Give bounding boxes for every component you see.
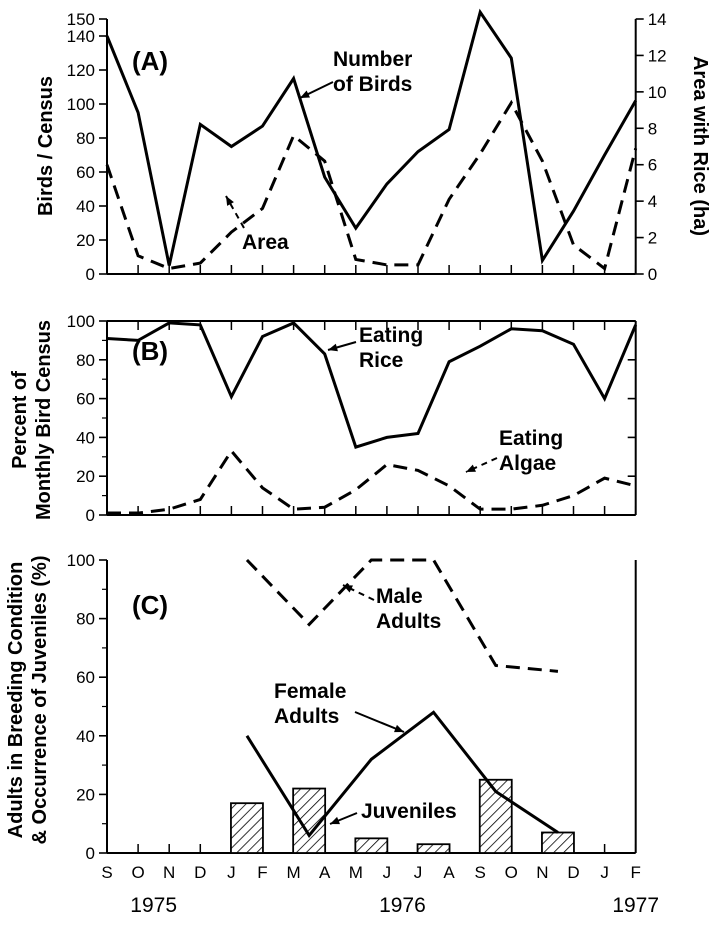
panel-2-ytick-label: 100 bbox=[67, 551, 95, 570]
month-label: S bbox=[475, 863, 486, 882]
panel-a-right-ytick-label: 2 bbox=[648, 229, 657, 248]
juveniles-bar bbox=[541, 831, 575, 854]
female-adults-label-1: Female bbox=[274, 680, 346, 703]
female-adults-arrow-head bbox=[394, 724, 404, 733]
eating-algae-label-1: Eating bbox=[499, 427, 563, 450]
month-label: J bbox=[600, 863, 609, 882]
panel-0-ytick-label: 60 bbox=[76, 163, 95, 182]
juveniles-bar bbox=[354, 837, 389, 854]
month-label: F bbox=[257, 863, 267, 882]
series-area bbox=[105, 99, 638, 272]
month-label: D bbox=[567, 863, 579, 882]
panel-b-ylabel-line: Monthly Bird Census bbox=[33, 320, 55, 520]
eating-rice-arrow-head bbox=[328, 343, 338, 352]
month-label: N bbox=[163, 863, 175, 882]
month-label: A bbox=[443, 863, 455, 882]
juveniles-arrow-head bbox=[330, 816, 340, 825]
number-of-birds-arrow-head bbox=[300, 90, 310, 98]
panel-c-label: (C) bbox=[132, 590, 168, 620]
panel-a-label: (A) bbox=[132, 46, 168, 76]
eating-rice-label-1: Eating bbox=[359, 324, 423, 347]
panel-2-ytick-label: 80 bbox=[76, 610, 95, 629]
panel-0-ytick-label: 150 bbox=[67, 10, 95, 29]
panel-1-ytick-label: 0 bbox=[86, 506, 95, 525]
panel-0-ytick-label: 80 bbox=[76, 129, 95, 148]
panel-1-ytick-label: 100 bbox=[67, 312, 95, 331]
panel-2-ytick-label: 40 bbox=[76, 727, 95, 746]
panel-a-right-ytick-label: 6 bbox=[648, 156, 657, 175]
panel-0-ytick-label: 20 bbox=[76, 231, 95, 250]
month-label: M bbox=[287, 863, 301, 882]
panel-2-ytick-label: 0 bbox=[86, 844, 95, 863]
male-adults-label-1: Male bbox=[376, 585, 423, 608]
eating-algae-label-2: Algae bbox=[499, 452, 556, 475]
male-adults-arrow-head bbox=[343, 585, 353, 593]
month-label: O bbox=[131, 863, 144, 882]
panel-b-ylabel-line: Percent of bbox=[9, 371, 31, 469]
number-of-birds-label-1: Number bbox=[333, 48, 412, 71]
year-label: 1975 bbox=[130, 894, 177, 917]
panel-0-ytick-label: 100 bbox=[67, 95, 95, 114]
series-eating-algae bbox=[107, 448, 637, 515]
juveniles-bar bbox=[478, 778, 513, 854]
month-label: S bbox=[101, 863, 112, 882]
panel-a-ylabel-right: Area with Rice (ha) bbox=[689, 56, 709, 236]
panel-c-ylabel: Adults in Breeding Condition & Occurrence… bbox=[5, 556, 51, 845]
series-number-of-birds bbox=[105, 8, 638, 266]
panel-1-ytick-label: 60 bbox=[76, 390, 95, 409]
panel-a-right-ytick-label: 14 bbox=[648, 10, 667, 29]
series-eating-rice bbox=[106, 321, 638, 449]
eating-rice-label-2: Rice bbox=[359, 349, 403, 372]
year-label: 1976 bbox=[379, 894, 426, 917]
juveniles-bar bbox=[230, 802, 264, 854]
juveniles-label: Juveniles bbox=[361, 800, 457, 823]
panel-a-right-ytick-label: 0 bbox=[648, 265, 657, 284]
panel-a-right-ytick-label: 12 bbox=[648, 46, 667, 65]
panel-c-ylabel-line: & Occurrence of Juveniles (%) bbox=[29, 556, 51, 845]
series-female-adults bbox=[245, 710, 559, 838]
number-of-birds-label-2: of Birds bbox=[333, 73, 412, 96]
month-label: M bbox=[349, 863, 363, 882]
month-label: J bbox=[414, 863, 423, 882]
female-adults-label-2: Adults bbox=[274, 705, 339, 728]
panel-0-ytick-label: 0 bbox=[86, 265, 95, 284]
panel-a-right-ytick-label: 4 bbox=[648, 192, 657, 211]
eating-algae-arrow-head bbox=[466, 464, 476, 472]
panel-b-ylabel: Percent of Monthly Bird Census bbox=[9, 320, 55, 520]
month-label: J bbox=[383, 863, 392, 882]
panel-a-right-ytick-label: 8 bbox=[648, 119, 657, 138]
panel-0-ytick-label: 120 bbox=[67, 61, 95, 80]
male-adults-label-2: Adults bbox=[376, 610, 441, 633]
male-adults-arrow bbox=[342, 584, 375, 601]
eating-algae-arrow bbox=[465, 457, 498, 473]
month-label: J bbox=[227, 863, 236, 882]
panel-2-ytick-label: 20 bbox=[76, 785, 95, 804]
panel-c-ylabel-line: Adults in Breeding Condition bbox=[5, 562, 27, 839]
month-label: F bbox=[631, 863, 641, 882]
series-male-adults bbox=[245, 558, 559, 673]
month-label: N bbox=[536, 863, 548, 882]
panel-2-ytick-label: 60 bbox=[76, 668, 95, 687]
year-label: 1977 bbox=[612, 894, 659, 917]
month-label: A bbox=[319, 863, 331, 882]
panel-0-ytick-label: 140 bbox=[67, 27, 95, 46]
juveniles-bar bbox=[416, 843, 451, 854]
month-label: O bbox=[505, 863, 518, 882]
panel-a-ylabel: Birds / Census bbox=[35, 76, 57, 216]
panel-1-ytick-label: 20 bbox=[76, 467, 95, 486]
area-arrow-head bbox=[226, 196, 234, 206]
area-label: Area bbox=[242, 231, 289, 254]
panel-a-right-ytick-label: 10 bbox=[648, 83, 667, 102]
month-label: D bbox=[194, 863, 206, 882]
panel-0-ytick-label: 40 bbox=[76, 197, 95, 216]
panel-1-ytick-label: 80 bbox=[76, 351, 95, 370]
panel-1-ytick-label: 40 bbox=[76, 428, 95, 447]
